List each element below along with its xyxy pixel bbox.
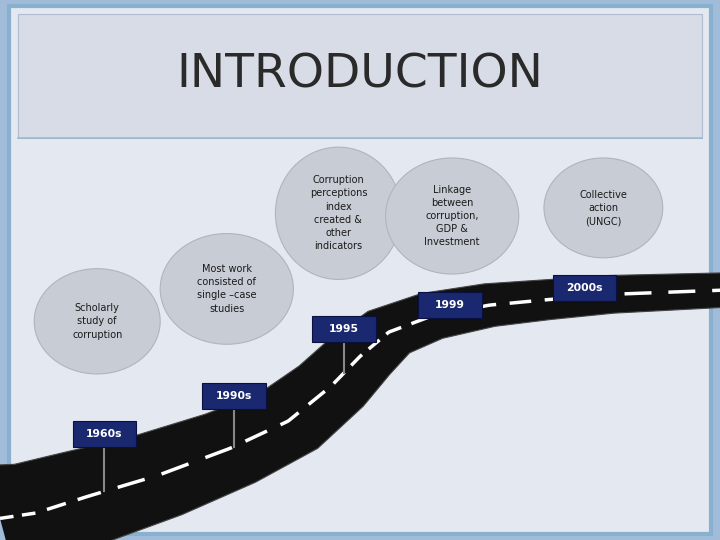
FancyBboxPatch shape [312, 316, 376, 342]
Ellipse shape [544, 158, 662, 258]
Ellipse shape [161, 233, 294, 345]
Text: 1990s: 1990s [216, 392, 252, 401]
Ellipse shape [275, 147, 402, 280]
FancyBboxPatch shape [18, 14, 702, 138]
Text: 2000s: 2000s [567, 284, 603, 293]
FancyBboxPatch shape [202, 383, 266, 409]
Text: Linkage
between
corruption,
GDP &
Investment: Linkage between corruption, GDP & Invest… [424, 185, 480, 247]
Text: 1960s: 1960s [86, 429, 122, 439]
Text: Collective
action
(UNGC): Collective action (UNGC) [580, 190, 627, 226]
FancyBboxPatch shape [418, 292, 482, 318]
Text: 1995: 1995 [329, 324, 359, 334]
Text: INTRODUCTION: INTRODUCTION [176, 52, 544, 97]
Text: Most work
consisted of
single –case
studies: Most work consisted of single –case stud… [197, 264, 256, 314]
Ellipse shape [35, 268, 160, 374]
FancyBboxPatch shape [553, 275, 616, 301]
Text: 1999: 1999 [435, 300, 465, 309]
Polygon shape [0, 272, 720, 540]
Ellipse shape [386, 158, 518, 274]
Text: Scholarly
study of
corruption: Scholarly study of corruption [72, 303, 122, 340]
FancyBboxPatch shape [9, 6, 711, 534]
Text: Corruption
perceptions
index
created &
other
indicators: Corruption perceptions index created & o… [310, 176, 367, 251]
FancyBboxPatch shape [73, 421, 136, 447]
